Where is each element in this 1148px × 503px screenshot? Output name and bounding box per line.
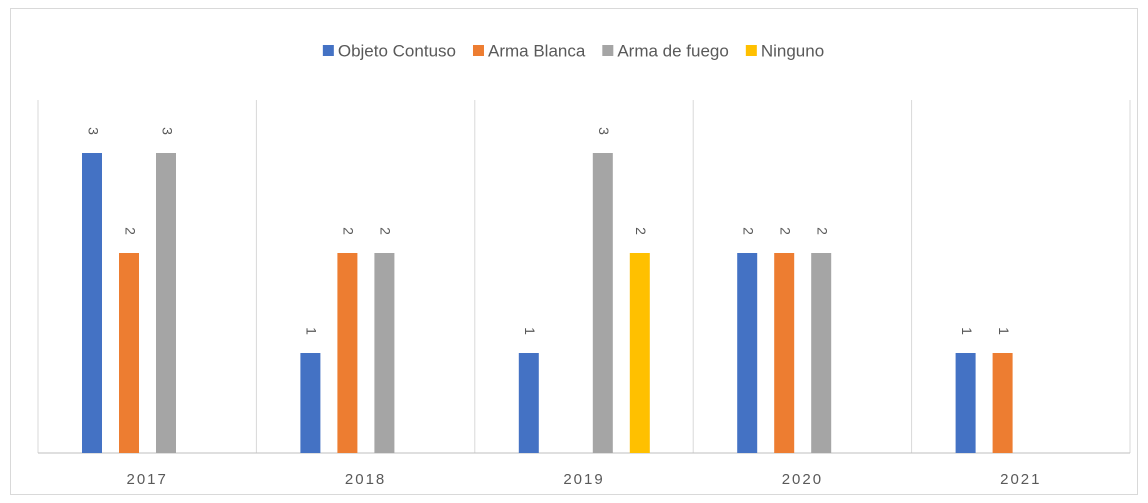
legend-label: Objeto Contuso [338,41,456,60]
bar [955,353,976,453]
legend-swatch [472,45,484,56]
bar [300,353,321,453]
bar [156,153,176,453]
chart-border [10,8,1138,495]
data-label: 3 [85,127,101,135]
bar [82,153,102,453]
x-tick-label: 2018 [345,471,386,488]
bar [337,253,358,453]
x-tick-label: 2021 [1000,471,1041,488]
bar [774,253,795,453]
legend-swatch [602,45,614,56]
bar [811,253,832,453]
bar [992,353,1013,453]
x-tick-label: 2020 [782,471,823,488]
data-label: 1 [522,327,538,335]
bar [629,253,650,453]
x-tick-label: 2019 [563,471,604,488]
x-tick-label: 2017 [127,471,168,488]
bar [374,253,395,453]
data-label: 1 [304,327,320,335]
data-label: 2 [122,227,138,235]
data-label: 3 [596,127,612,135]
bar [737,253,758,453]
data-label: 2 [777,227,793,235]
bar [592,153,613,453]
bar [119,253,139,453]
legend-swatch [745,45,757,56]
data-label: 1 [959,327,975,335]
data-label: 2 [814,227,830,235]
legend-label: Ninguno [761,41,824,60]
data-label: 2 [633,227,649,235]
data-label: 2 [341,227,357,235]
legend-label: Arma Blanca [488,41,586,60]
legend-swatch [322,45,334,56]
data-label: 3 [159,127,175,135]
data-label: 2 [378,227,394,235]
data-label: 1 [996,327,1012,335]
bar [518,353,539,453]
legend-label: Arma de fuego [617,41,729,60]
data-label: 2 [740,227,756,235]
